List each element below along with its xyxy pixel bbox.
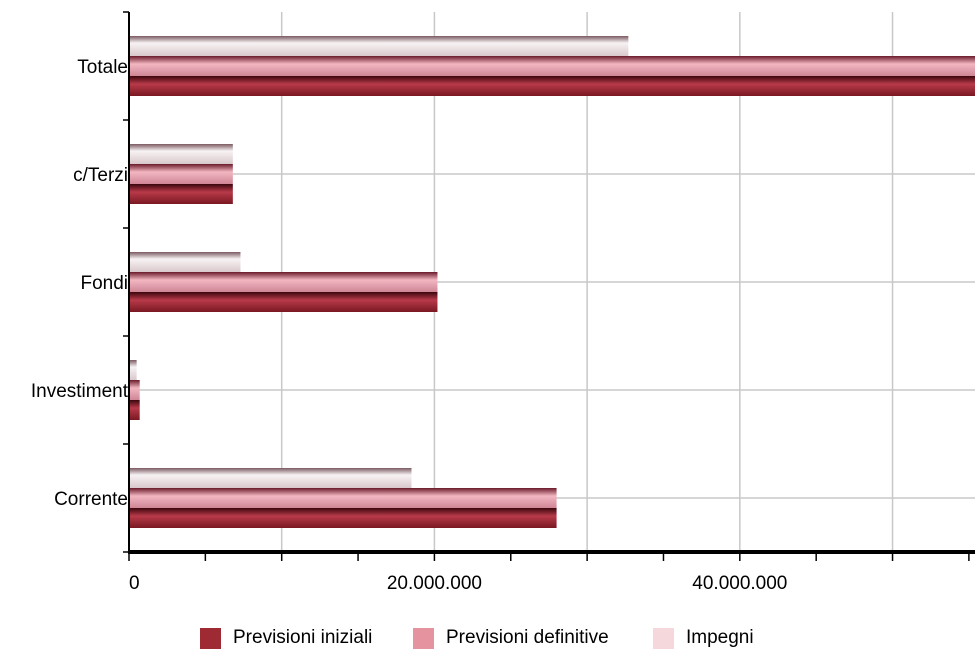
bar-previsioni-definitive-c-terzi [129, 164, 233, 184]
category-label-investimenti: Investiment [31, 381, 129, 402]
legend-swatch-previsioni-definitive [413, 628, 434, 649]
bar-previsioni-iniziali-totale [129, 76, 975, 96]
category-label-c-terzi: c/Terzi [73, 165, 128, 186]
bar-impegni-corrente [129, 468, 412, 488]
category-label-corrente: Corrente [54, 489, 128, 510]
bar-previsioni-iniziali-corrente [129, 508, 557, 528]
category-label-fondi: Fondi [80, 273, 128, 294]
legend-label-previsioni-iniziali: Previsioni iniziali [233, 627, 372, 648]
bar-previsioni-iniziali-investimenti [129, 400, 140, 420]
bar-previsioni-definitive-investimenti [129, 380, 140, 400]
bar-impegni-investimenti [129, 360, 137, 380]
legend-label-impegni: Impegni [686, 627, 754, 648]
legend-label-previsioni-definitive: Previsioni definitive [446, 627, 609, 648]
legend-swatch-impegni [653, 628, 674, 649]
x-tick-label: 20.000.000 [387, 573, 482, 594]
bar-impegni-fondi [129, 252, 241, 272]
bar-previsioni-definitive-corrente [129, 488, 557, 508]
x-tick-label: 0 [129, 573, 140, 594]
legend-swatch-previsioni-iniziali [200, 628, 221, 649]
bar-impegni-totale [129, 36, 629, 56]
bar-previsioni-definitive-fondi [129, 272, 438, 292]
x-tick-label: 40.000.000 [692, 573, 787, 594]
bar-impegni-c-terzi [129, 144, 233, 164]
bar-previsioni-iniziali-c-terzi [129, 184, 233, 204]
category-label-totale: Totale [77, 57, 128, 78]
bar-previsioni-iniziali-fondi [129, 292, 438, 312]
bar-previsioni-definitive-totale [129, 56, 975, 76]
